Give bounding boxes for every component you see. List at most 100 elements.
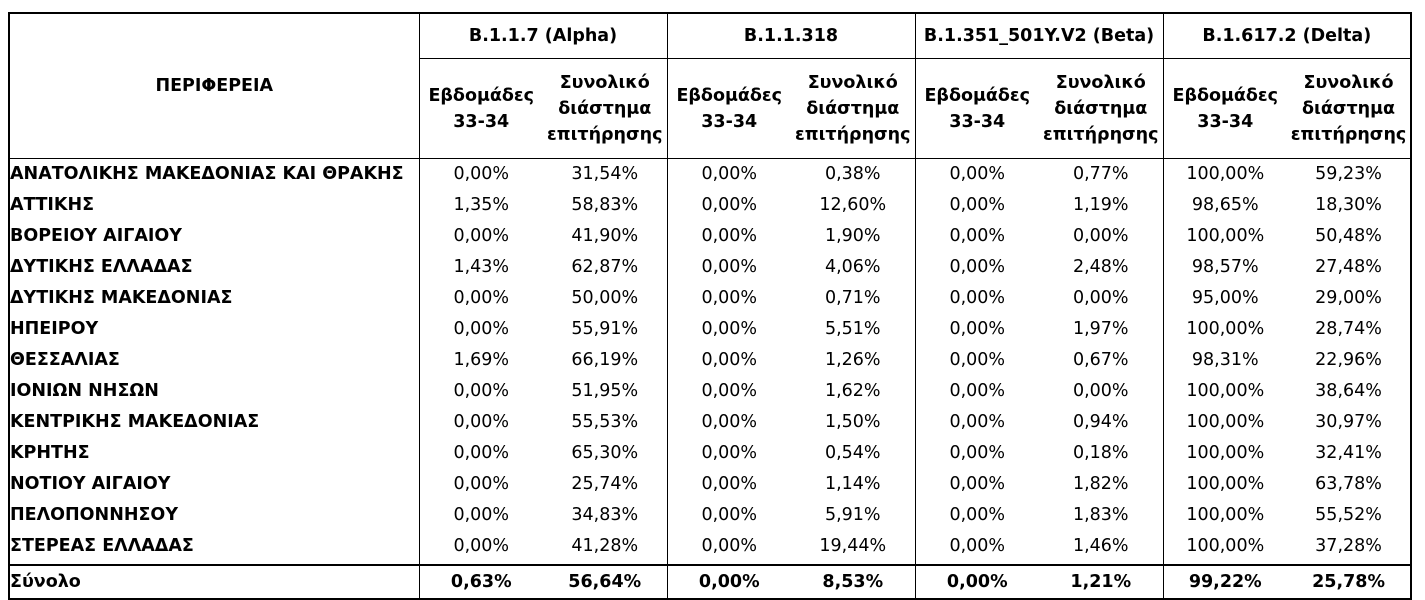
weeks-value-cell: 0,00% bbox=[666, 376, 791, 407]
total-period-value-cell: 1,19% bbox=[1072, 195, 1129, 215]
total-period-value-cell: 19,44% bbox=[819, 536, 887, 556]
total-cell: 99,22% bbox=[1162, 564, 1288, 600]
weeks-header: Εβδομάδες 33-34 bbox=[914, 58, 1040, 159]
weeks-value-cell: 100,00% bbox=[1162, 376, 1288, 407]
total-period-header: Συνολικό διάστημα επιτήρησης bbox=[543, 58, 667, 159]
total-period-value-cell: 38,64% bbox=[1287, 376, 1413, 407]
weeks-value-cell: 0,00% bbox=[914, 314, 1040, 345]
total-period-header: Συνολικό διάστημα επιτήρησης bbox=[791, 58, 916, 159]
table-row: ΘΕΣΣΑΛΙΑΣ 1,69% 66,19% 0,00% 1,26% 0,00% 0,67%… bbox=[8, 345, 1413, 376]
total-period-value-cell: 34,83% bbox=[571, 505, 639, 525]
weeks-value-cell: 98,57% bbox=[1162, 252, 1288, 283]
weeks-value-cell: 0,00% bbox=[914, 376, 1040, 407]
weeks-value-cell: 100,00% bbox=[1162, 531, 1288, 565]
region-name-cell: ΣΤΕΡΕΑΣ ΕΛΛΑΔΑΣ bbox=[8, 531, 420, 565]
region-name-cell: ΔΥΤΙΚΗΣ ΜΑΚΕΔΟΝΙΑΣ bbox=[8, 283, 420, 314]
total-cell: 0,00% bbox=[914, 564, 1040, 600]
table-row: ΗΠΕΙΡΟΥ 0,00% 55,91% 0,00% 5,51% 0,00% 1,97% 10… bbox=[8, 314, 1413, 345]
weeks-header-line2: 33-34 bbox=[701, 111, 758, 132]
total-period-header-line2: διάστημα bbox=[558, 98, 652, 119]
total-period-value-cell: 22,96% bbox=[1287, 345, 1413, 376]
weeks-value-cell: 100,00% bbox=[1162, 469, 1288, 500]
weeks-header: Εβδομάδες 33-34 bbox=[418, 58, 543, 159]
weeks-header: Εβδομάδες 33-34 bbox=[666, 58, 791, 159]
total-period-value-cell: 0,67% bbox=[1072, 350, 1129, 370]
weeks-value-cell: 0,00% bbox=[418, 438, 543, 469]
total-period-value-cell: 0,94% bbox=[1072, 412, 1129, 432]
weeks-value-cell: 0,00% bbox=[914, 438, 1040, 469]
weeks-value-cell: 0,00% bbox=[666, 252, 791, 283]
total-row: Σύνολο 0,63% 56,64% 0,00% 8,53% 0,00% 1,… bbox=[8, 564, 1413, 600]
total-period-value-cell: 55,52% bbox=[1287, 500, 1413, 531]
total-label: Σύνολο bbox=[8, 564, 420, 600]
weeks-header: Εβδομάδες 33-34 bbox=[1162, 58, 1288, 159]
total-period-header-line3: επιτήρησης bbox=[547, 124, 663, 145]
region-name-cell: ΙΟΝΙΩΝ ΝΗΣΩΝ bbox=[8, 376, 420, 407]
weeks-value-cell: 0,00% bbox=[914, 190, 1040, 221]
weeks-value-cell: 0,00% bbox=[666, 407, 791, 438]
weeks-value-cell: 0,00% bbox=[666, 438, 791, 469]
total-period-value-cell: 62,87% bbox=[571, 257, 639, 277]
variant-header-beta: B.1.351_501Y.V2 (Beta) bbox=[914, 12, 1164, 59]
total-period-value-cell: 58,83% bbox=[571, 195, 639, 215]
weeks-header-line2: 33-34 bbox=[453, 111, 510, 132]
region-name-cell: ΒΟΡΕΙΟΥ ΑΙΓΑΙΟΥ bbox=[8, 221, 420, 252]
total-period-header: Συνολικό διάστημα επιτήρησης bbox=[1039, 58, 1164, 159]
total-period-value-cell: 1,82% bbox=[1072, 474, 1129, 494]
total-period-header-line1: Συνολικό bbox=[559, 72, 650, 93]
table-row: ΒΟΡΕΙΟΥ ΑΙΓΑΙΟΥ 0,00% 41,90% 0,00% 1,90% 0,00… bbox=[8, 221, 1413, 252]
total-period-value-cell: 59,23% bbox=[1287, 158, 1413, 190]
total-period-header-line3: επιτήρησης bbox=[795, 124, 911, 145]
weeks-value-cell: 0,00% bbox=[914, 531, 1040, 565]
total-period-header-line3: επιτήρησης bbox=[1043, 124, 1159, 145]
weeks-value-cell: 0,00% bbox=[418, 531, 543, 565]
total-period-value-cell: 28,74% bbox=[1287, 314, 1413, 345]
total-period-value-cell: 51,95% bbox=[571, 381, 639, 401]
total-period-header-line3: επιτήρησης bbox=[1290, 124, 1407, 145]
total-period-value-cell: 32,41% bbox=[1287, 438, 1413, 469]
total-period-value-cell: 0,77% bbox=[1072, 164, 1129, 184]
total-period-value-cell: 27,48% bbox=[1287, 252, 1413, 283]
weeks-value-cell: 0,00% bbox=[666, 158, 791, 190]
total-period-value-cell: 0,54% bbox=[824, 443, 881, 463]
weeks-value-cell: 0,00% bbox=[418, 283, 543, 314]
total-period-value-cell: 1,97% bbox=[1072, 319, 1129, 339]
total-period-value-cell: 41,28% bbox=[571, 536, 639, 556]
total-period-value-cell: 63,78% bbox=[1287, 469, 1413, 500]
total-period-value-cell: 0,00% bbox=[1072, 381, 1129, 401]
variant-header-delta: B.1.617.2 (Delta) bbox=[1162, 12, 1413, 59]
weeks-value-cell: 0,00% bbox=[418, 500, 543, 531]
table-row: ΝΟΤΙΟΥ ΑΙΓΑΙΟΥ 0,00% 25,74% 0,00% 1,14% 0,00%… bbox=[8, 469, 1413, 500]
total-period-value-cell: 4,06% bbox=[824, 257, 881, 277]
weeks-value-cell: 0,00% bbox=[914, 221, 1040, 252]
weeks-header-line1: Εβδομάδες bbox=[676, 85, 783, 106]
total-period-value-cell: 12,60% bbox=[819, 195, 887, 215]
table-body: ΑΝΑΤΟΛΙΚΗΣ ΜΑΚΕΔΟΝΙΑΣ ΚΑΙ ΘΡΑΚΗΣ 0,00% 31,… bbox=[8, 158, 1413, 565]
total-cell: 8,53% bbox=[791, 564, 916, 600]
total-period-header-line1: Συνολικό bbox=[1303, 72, 1394, 93]
variant-distribution-table: ΠΕΡΙΦΕΡΕΙΑ B.1.1.7 (Alpha) B.1.1.318 B.1… bbox=[8, 12, 1413, 600]
total-period-value-cell: 30,97% bbox=[1287, 407, 1413, 438]
total-period-value-cell: 18,30% bbox=[1287, 190, 1413, 221]
region-name-cell: ΗΠΕΙΡΟΥ bbox=[8, 314, 420, 345]
weeks-value-cell: 0,00% bbox=[418, 158, 543, 190]
variant-header-alpha: B.1.1.7 (Alpha) bbox=[418, 12, 667, 59]
weeks-value-cell: 98,31% bbox=[1162, 345, 1288, 376]
total-period-value-cell: 50,00% bbox=[571, 288, 639, 308]
total-period-value-cell: 0,00% bbox=[1072, 226, 1129, 246]
weeks-value-cell: 0,00% bbox=[418, 469, 543, 500]
weeks-value-cell: 0,00% bbox=[666, 345, 791, 376]
total-period-header: Συνολικό διάστημα επιτήρησης bbox=[1287, 58, 1413, 159]
total-period-value-cell: 0,00% bbox=[1072, 288, 1129, 308]
total-period-value-cell: 5,51% bbox=[824, 319, 881, 339]
weeks-value-cell: 0,00% bbox=[666, 283, 791, 314]
total-period-value-cell: 65,30% bbox=[571, 443, 639, 463]
weeks-value-cell: 0,00% bbox=[914, 345, 1040, 376]
table-row: ΔΥΤΙΚΗΣ ΕΛΛΑΔΑΣ 1,43% 62,87% 0,00% 4,06% 0,00… bbox=[8, 252, 1413, 283]
region-column-header: ΠΕΡΙΦΕΡΕΙΑ bbox=[8, 12, 420, 159]
total-period-value-cell: 55,91% bbox=[571, 319, 639, 339]
total-period-value-cell: 1,26% bbox=[824, 350, 881, 370]
table-row: ΣΤΕΡΕΑΣ ΕΛΛΑΔΑΣ 0,00% 41,28% 0,00% 19,44% 0,0… bbox=[8, 531, 1413, 565]
total-cell: 25,78% bbox=[1287, 564, 1413, 600]
weeks-value-cell: 0,00% bbox=[418, 407, 543, 438]
